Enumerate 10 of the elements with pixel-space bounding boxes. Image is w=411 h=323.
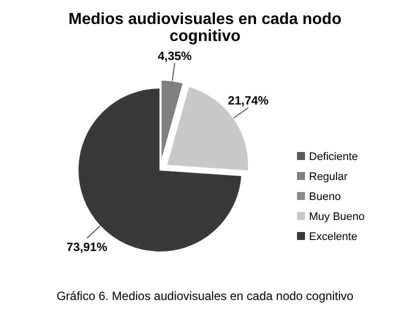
legend-label: Muy Bueno: [309, 211, 365, 223]
legend-label: Bueno: [309, 191, 341, 203]
text: Gráfico 6. Medios audiovisuales en cada nodo cognitivo: [56, 289, 354, 303]
legend-label: Deficiente: [309, 151, 358, 163]
data-label: 21,74%: [228, 94, 269, 108]
legend-label: Regular: [309, 171, 348, 183]
data-label: 73,91%: [66, 240, 108, 254]
chart-title: Medios audiovisuales en cada nodo cognitivo: [68, 11, 342, 45]
legend-label: Excelente: [309, 231, 358, 243]
data-label: 4,35%: [158, 49, 192, 64]
